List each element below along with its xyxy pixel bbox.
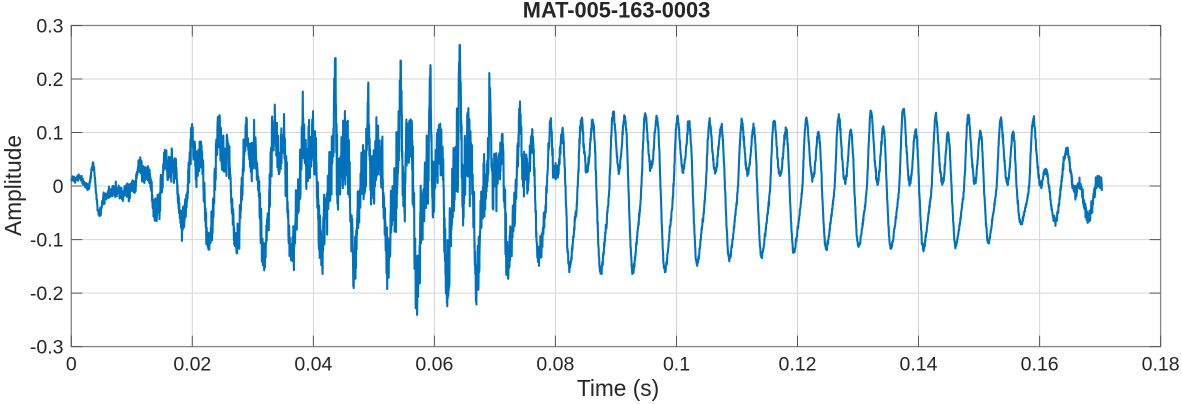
svg-text:0.2: 0.2 bbox=[36, 69, 63, 91]
svg-text:0.06: 0.06 bbox=[415, 354, 453, 376]
svg-text:0.18: 0.18 bbox=[1142, 354, 1180, 376]
svg-text:0: 0 bbox=[53, 176, 64, 198]
svg-text:MAT-005-163-0003: MAT-005-163-0003 bbox=[523, 0, 710, 22]
svg-text:0.1: 0.1 bbox=[36, 123, 63, 145]
svg-text:0.12: 0.12 bbox=[779, 354, 817, 376]
svg-text:0: 0 bbox=[66, 354, 77, 376]
svg-text:0.02: 0.02 bbox=[173, 354, 211, 376]
svg-text:-0.3: -0.3 bbox=[30, 337, 64, 359]
svg-text:0.14: 0.14 bbox=[900, 354, 938, 376]
svg-text:-0.2: -0.2 bbox=[30, 283, 64, 305]
svg-text:0.3: 0.3 bbox=[36, 16, 63, 38]
svg-text:Time (s): Time (s) bbox=[577, 375, 659, 401]
svg-text:0.08: 0.08 bbox=[536, 354, 574, 376]
svg-text:0.1: 0.1 bbox=[663, 354, 690, 376]
svg-text:0.04: 0.04 bbox=[294, 354, 332, 376]
svg-text:-0.1: -0.1 bbox=[30, 230, 64, 252]
svg-text:Amplitude: Amplitude bbox=[0, 135, 26, 236]
svg-text:0.16: 0.16 bbox=[1021, 354, 1059, 376]
